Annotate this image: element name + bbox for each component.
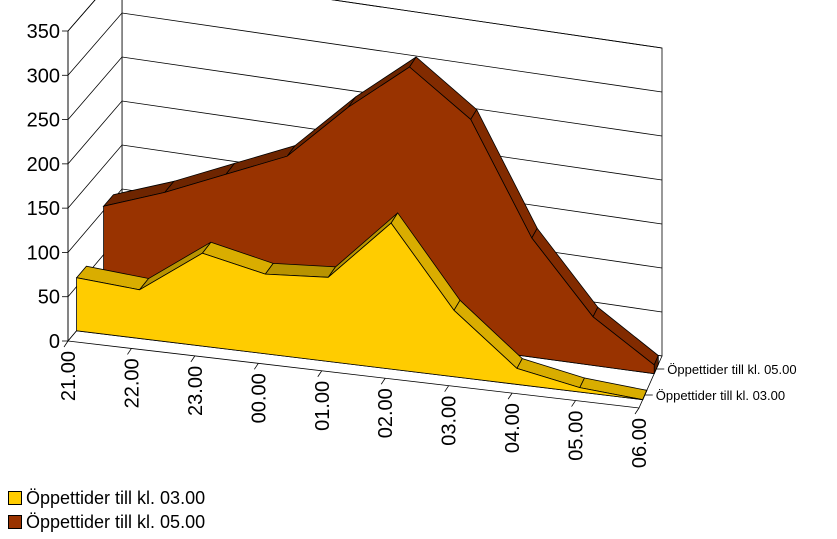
area-front-face [76, 222, 643, 401]
y-tick-label: 150 [27, 198, 60, 220]
x-tick-label: 01.00 [312, 381, 334, 431]
series-areas [75, 56, 659, 401]
x-axis: 21.00 22.00 23.00 00.00 01.00 02.00 03.00 04.00… [58, 340, 651, 468]
y-tick-label: 100 [27, 242, 60, 264]
gridline [67, 56, 663, 137]
x-tick-label: 05.00 [566, 411, 588, 461]
series-axis-label: Öppettider till kl. 05.00 [667, 362, 796, 377]
x-tick-mark [190, 355, 196, 363]
legend-label-series-2: Öppettider till kl. 05.00 [26, 511, 206, 532]
legend: Öppettider till kl. 03.00 Öppettider til… [8, 486, 205, 534]
series-axis-label: Öppettider till kl. 03.00 [656, 388, 785, 403]
legend-swatch-series-1 [8, 491, 22, 505]
gridline [67, 12, 663, 93]
y-tick-label: 250 [27, 110, 60, 132]
y-tick-label: 50 [38, 287, 60, 309]
x-tick-label: 22.00 [121, 358, 143, 408]
y-axis: 0 50 100 150 200 250 300 350 [27, 21, 69, 353]
y-tick-label: 200 [27, 154, 60, 176]
x-tick-label: 04.00 [502, 403, 524, 453]
legend-label-series-1: Öppettider till kl. 03.00 [26, 487, 206, 508]
x-tick-mark [571, 400, 576, 407]
x-tick-label: 21.00 [58, 351, 80, 401]
legend-item-series-1: Öppettider till kl. 03.00 [8, 486, 205, 510]
x-tick-mark [254, 363, 259, 370]
x-tick-label: 06.00 [629, 418, 651, 468]
y-tick-label: 300 [27, 65, 60, 87]
x-tick-mark [444, 385, 449, 392]
gridline [67, 0, 663, 49]
x-tick-mark [317, 370, 323, 377]
series-axis: Öppettider till kl. 03.00 Öppettider till… [644, 362, 797, 403]
x-tick-mark [127, 348, 132, 355]
legend-item-series-2: Öppettider till kl. 05.00 [8, 510, 205, 534]
x-tick-label: 00.00 [248, 373, 270, 423]
x-tick-label: 03.00 [439, 396, 461, 446]
x-tick-mark [507, 392, 513, 400]
x-tick-label: 02.00 [375, 388, 397, 438]
y-tick-label: 0 [49, 331, 60, 353]
y-tick-label: 350 [27, 21, 60, 43]
legend-swatch-series-2 [8, 515, 22, 529]
x-tick-mark [634, 407, 640, 415]
x-tick-mark [380, 378, 386, 385]
area-end-cap [642, 390, 648, 400]
x-tick-mark [63, 340, 69, 348]
series-1 [75, 212, 648, 401]
x-tick-label: 23.00 [185, 366, 207, 416]
